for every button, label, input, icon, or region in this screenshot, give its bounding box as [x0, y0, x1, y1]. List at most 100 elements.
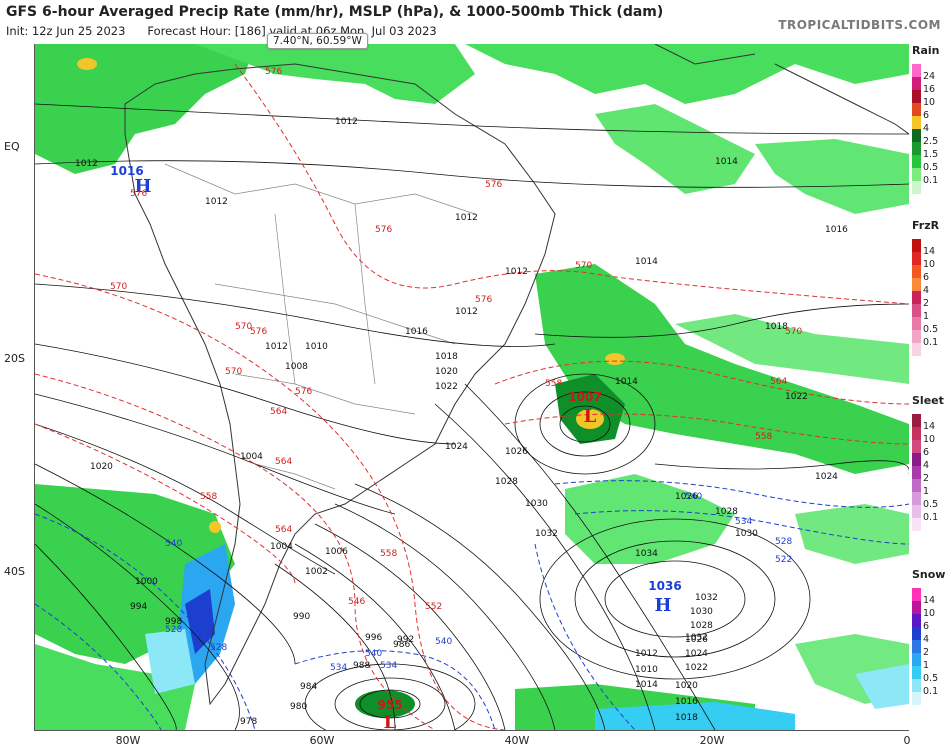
- legend-sleet-swatch: [912, 479, 921, 492]
- thickness-label-red: 576: [485, 180, 502, 190]
- legend-frzr-swatch: [912, 317, 921, 330]
- isobar-label: 998: [165, 617, 182, 627]
- legend-rain-swatch: [912, 155, 921, 168]
- legend-frzr-swatches: [912, 239, 921, 356]
- isobar-label: 1012: [455, 307, 478, 317]
- thickness-label-red: 558: [545, 379, 562, 389]
- isobar-label: 1012: [455, 213, 478, 223]
- high-center-1016[interactable]: 1016 H: [110, 164, 151, 197]
- legend-rain-tick: 0.1: [923, 175, 939, 186]
- legend-rain-tick: 6: [923, 110, 930, 121]
- site-brand[interactable]: TROPICALTIDBITS.COM: [778, 18, 941, 32]
- isobar-label: 1000: [135, 577, 158, 587]
- legend-rain-swatch: [912, 142, 921, 155]
- lon-label-20w: 20W: [699, 734, 725, 747]
- legend-snow-tick: 0.5: [923, 673, 939, 684]
- isobar-label: 984: [300, 682, 317, 692]
- low-center-1007[interactable]: 1007 L: [568, 390, 601, 427]
- legend-snow-swatch: [912, 627, 921, 640]
- isobar-label: 1004: [240, 452, 263, 462]
- legend-sleet-swatch: [912, 427, 921, 440]
- thickness-label-red: 552: [425, 602, 442, 612]
- thickness-label-red: 576: [250, 327, 267, 337]
- cursor-coordinate-tooltip: 7.40°N, 60.59°W: [267, 33, 368, 49]
- isobar-label: 1030: [735, 529, 758, 539]
- legend-snow-tick: 6: [923, 621, 930, 632]
- weather-map[interactable]: 1016 H 1007 L 1036 H 955 L 1012 1012 1012 1…: [34, 44, 909, 731]
- isobar-label: 1012: [75, 159, 98, 169]
- pressure-value: 1007: [568, 390, 601, 404]
- legend-frzr-swatch: [912, 278, 921, 291]
- legend-sleet-tick: 0.5: [923, 499, 939, 510]
- snow-precip-layer: [145, 544, 909, 730]
- pressure-type: L: [384, 712, 397, 730]
- legend-frzr-swatch: [912, 291, 921, 304]
- thickness-label-blue: 534: [330, 663, 347, 673]
- thickness-label-red: 558: [755, 432, 772, 442]
- legend-rain-tick: 24: [923, 71, 936, 82]
- isobar-label: 1028: [690, 621, 713, 631]
- thickness-label-blue: 528: [775, 537, 792, 547]
- legend-snow-swatch: [912, 692, 921, 705]
- legend-rain-tick: 1.5: [923, 149, 939, 160]
- thickness-label-red: 570: [235, 322, 252, 332]
- thickness-label-red: 564: [270, 407, 287, 417]
- legend-sleet-swatch: [912, 492, 921, 505]
- pressure-centers: 1016 H 1007 L 1036 H 955 L: [110, 164, 681, 730]
- thickness-label-red: 576: [295, 387, 312, 397]
- legend-frzr-swatch: [912, 239, 921, 252]
- isobar-label: 994: [130, 602, 147, 612]
- isobar-layer: [35, 103, 909, 730]
- legend-rain-tick: 4: [923, 123, 930, 134]
- isobar-label: 1014: [635, 680, 658, 690]
- isobar-label: 986: [393, 640, 410, 650]
- legend-sleet-swatch: [912, 518, 921, 531]
- isobar-label: 978: [240, 717, 257, 727]
- legend-snow-swatch: [912, 640, 921, 653]
- thickness-label-blue: 534: [380, 661, 397, 671]
- high-center-1036[interactable]: 1036 H: [648, 579, 681, 616]
- legend-snow-tick: 1: [923, 660, 930, 671]
- isobar-label: 1020: [435, 367, 458, 377]
- legend-sleet-tick: 6: [923, 447, 930, 458]
- isobar-label: 1020: [675, 681, 698, 691]
- thickness-label-blue: 540: [435, 637, 452, 647]
- legend-frzr-tick: 1: [923, 311, 930, 322]
- isobar-label: 1020: [90, 462, 113, 472]
- pressure-value: 1036: [648, 579, 681, 593]
- isobar-label: 988: [353, 661, 370, 671]
- border-layer: [164, 163, 476, 490]
- isobar-label: 1014: [615, 377, 638, 387]
- legend-rain-swatch: [912, 64, 921, 77]
- isobar-label: 1012: [505, 267, 528, 277]
- legend-sleet-tick: 14: [923, 421, 936, 432]
- low-center-955[interactable]: 955 L: [377, 698, 402, 730]
- header: GFS 6-hour Averaged Precip Rate (mm/hr),…: [0, 0, 951, 44]
- legend-sleet-swatches: [912, 414, 921, 531]
- isobar-label: 1032: [535, 529, 558, 539]
- lon-label-60w: 60W: [309, 734, 335, 747]
- legend-frzr-tick: 0.5: [923, 324, 939, 335]
- legend-snow-tick: 0.1: [923, 686, 939, 697]
- map-canvas[interactable]: 1016 H 1007 L 1036 H 955 L 1012101210121…: [35, 44, 909, 730]
- legend-snow-tick: 2: [923, 647, 930, 658]
- thickness-label-red: 570: [785, 327, 802, 337]
- legend-frzr: FrzR 14 10 6 4 2 1 0.5 0.1: [910, 219, 951, 356]
- legend-rain-tick: 0.5: [923, 162, 939, 173]
- isobar-label: 1028: [495, 477, 518, 487]
- isobar-label: 1016: [825, 225, 848, 235]
- legend-rain-swatch: [912, 77, 921, 90]
- isobar-label: 1022: [685, 663, 708, 673]
- legend-sleet-tick: 1: [923, 486, 930, 497]
- isobar-label: 1026: [505, 447, 528, 457]
- isobar-label: 1012: [205, 197, 228, 207]
- legend-rain-swatch: [912, 103, 921, 116]
- legend-sleet-swatch: [912, 453, 921, 466]
- legend-rain-swatch: [912, 90, 921, 103]
- legend-rain-title: Rain: [912, 44, 940, 57]
- legend-snow-swatch: [912, 588, 921, 601]
- isobar-label: 1012: [265, 342, 288, 352]
- isobar-label: 1026: [685, 635, 708, 645]
- isobar-label: 1032: [685, 633, 708, 643]
